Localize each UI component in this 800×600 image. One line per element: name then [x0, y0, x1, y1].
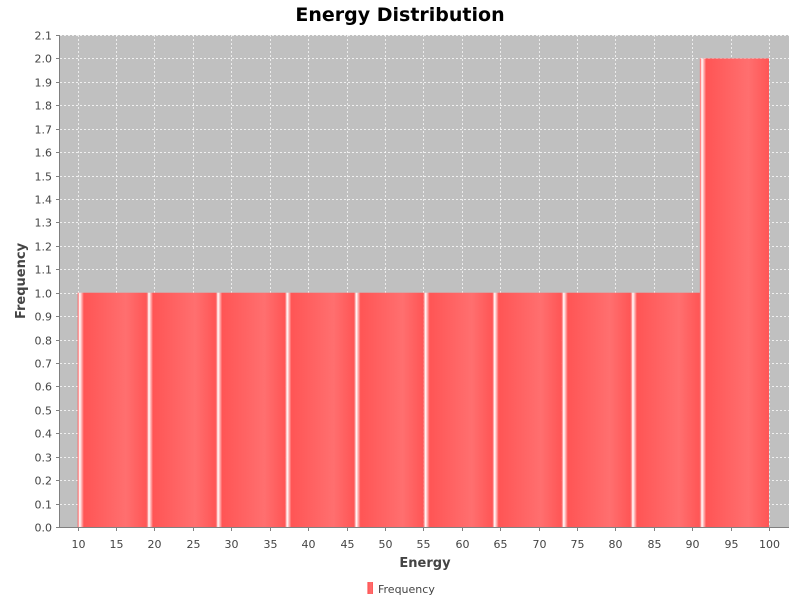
y-tick-label: 1.8	[35, 100, 53, 113]
histogram-bar	[146, 292, 216, 527]
legend: Frequency	[367, 582, 435, 596]
histogram-bar	[492, 292, 562, 527]
x-tick-label: 80	[609, 538, 623, 551]
y-tick-label: 1.6	[35, 147, 53, 160]
x-tick-label: 55	[417, 538, 431, 551]
y-tick-label: 0.0	[35, 522, 53, 535]
y-tick-label: 0.2	[35, 475, 53, 488]
y-tick-label: 0.4	[35, 428, 53, 441]
x-tick-label: 15	[110, 538, 124, 551]
x-tick-label: 70	[533, 538, 547, 551]
y-axis-label: Frequency	[14, 242, 29, 319]
x-tick-label: 85	[648, 538, 662, 551]
histogram-bar	[561, 292, 631, 527]
y-tick-label: 1.0	[35, 288, 53, 301]
y-tick-label: 1.2	[35, 241, 53, 254]
histogram-bar	[630, 292, 700, 527]
histogram-bar	[215, 292, 286, 527]
histogram-bars	[77, 58, 770, 528]
legend-label: Frequency	[378, 583, 435, 596]
x-tick-label: 60	[456, 538, 470, 551]
histogram-bar	[285, 292, 355, 527]
x-tick-label: 90	[686, 538, 700, 551]
y-tick-label: 0.5	[35, 405, 53, 418]
y-tick-label: 2.0	[35, 53, 53, 66]
x-tick-label: 35	[264, 538, 278, 551]
y-tick-label: 0.9	[35, 311, 53, 324]
x-tick-label: 25	[187, 538, 201, 551]
y-tick-label: 1.9	[35, 77, 53, 90]
x-tick-label: 10	[72, 538, 86, 551]
x-tick-label: 65	[494, 538, 508, 551]
x-tick-label: 30	[225, 538, 239, 551]
y-tick-label: 1.5	[35, 171, 53, 184]
x-tick-label: 20	[148, 538, 162, 551]
chart-title: Energy Distribution	[295, 4, 504, 26]
y-tick-label: 0.7	[35, 358, 53, 371]
histogram-bar	[77, 292, 147, 527]
x-tick-label: 50	[379, 538, 393, 551]
y-tick-label: 1.4	[35, 194, 53, 207]
x-tick-label: 40	[302, 538, 316, 551]
histogram-bar	[423, 292, 493, 527]
y-tick-label: 1.7	[35, 124, 53, 137]
y-tick-label: 0.3	[35, 452, 53, 465]
histogram-bar	[699, 58, 770, 528]
legend-swatch	[367, 582, 373, 594]
histogram-bar	[354, 292, 424, 527]
y-tick-label: 0.6	[35, 381, 53, 394]
x-tick-label: 45	[341, 538, 355, 551]
y-axis-ticks: 0.0 0.1 0.2 0.3 0.4 0.5 0.6 0.7 0.8 0.9 1.0 1.1 1.2 1…	[35, 30, 60, 535]
x-axis-ticks: 10 15 20 25 30 35 40 45 50 55 60 65 70 75 80 85 90 95 100	[72, 527, 780, 551]
x-axis-label: Energy	[399, 556, 451, 571]
y-tick-label: 1.1	[35, 264, 53, 277]
y-tick-label: 0.1	[35, 499, 53, 512]
y-tick-label: 0.8	[35, 335, 53, 348]
y-tick-label: 2.1	[35, 30, 53, 43]
y-tick-label: 1.3	[35, 217, 53, 230]
x-tick-label: 75	[571, 538, 585, 551]
x-tick-label: 100	[759, 538, 780, 551]
x-tick-label: 95	[725, 538, 739, 551]
